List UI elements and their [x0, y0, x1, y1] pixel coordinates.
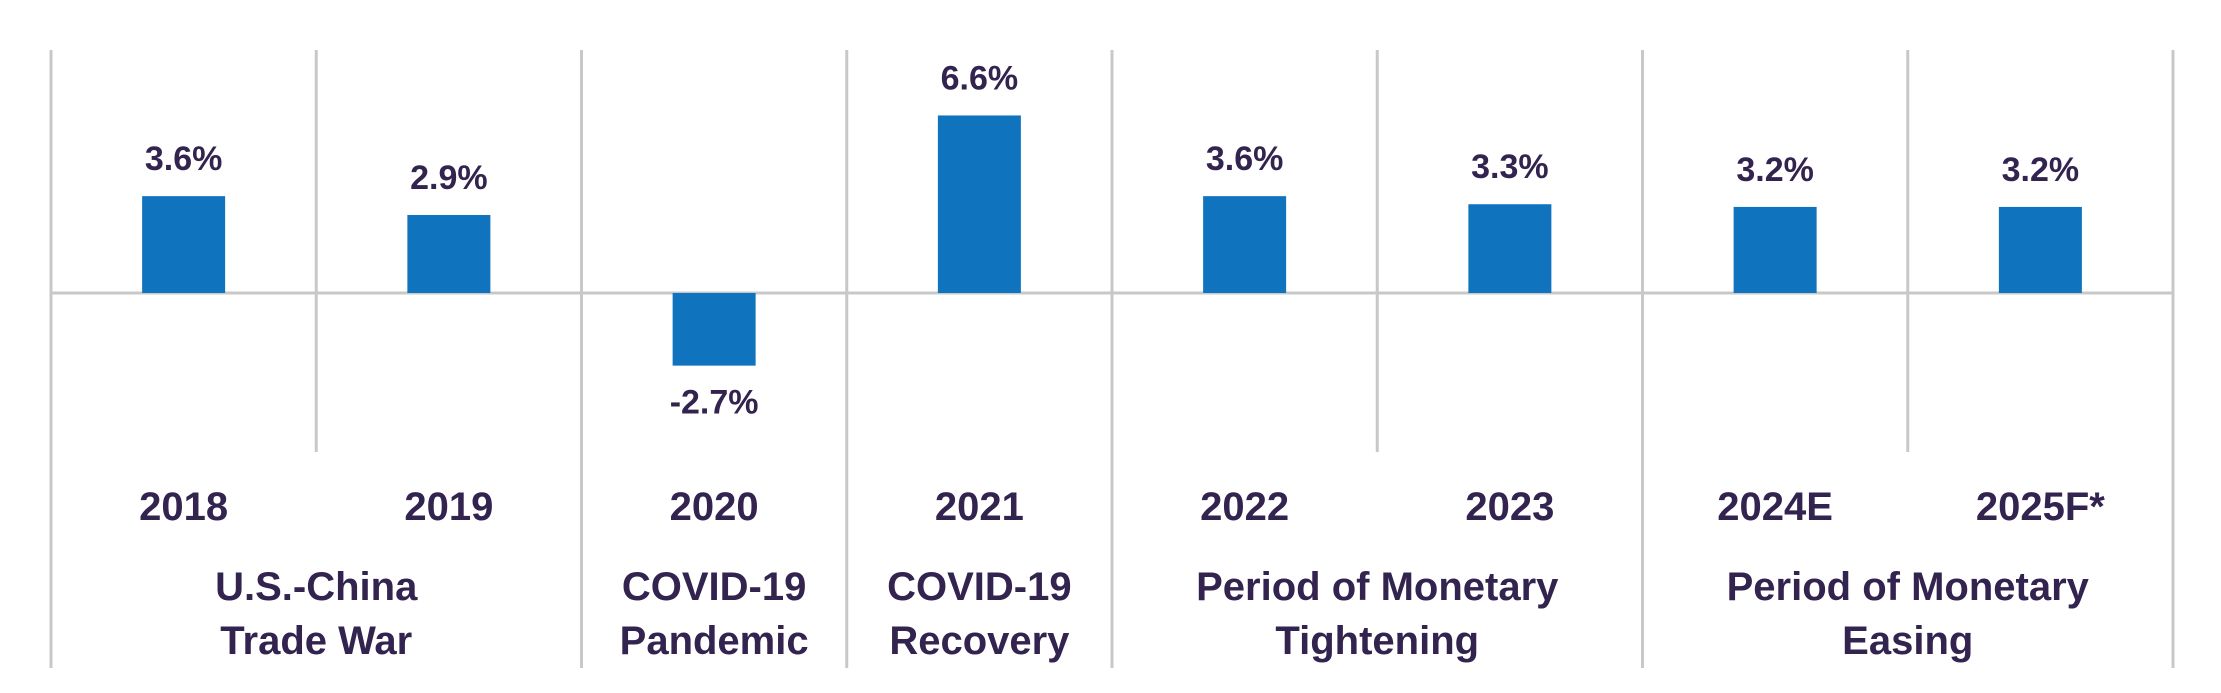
bar-2019 [407, 214, 491, 293]
value-label: 2.9% [410, 159, 488, 197]
category-labels: 2018 2019 2020 2021 2022 2023 2024E 2025F* [139, 485, 2105, 529]
group-label: Recovery [889, 619, 1070, 663]
category-label: 2019 [404, 485, 493, 529]
value-label: 3.2% [1736, 151, 1814, 189]
bar-2018 [142, 196, 226, 293]
bar-2024E [1733, 206, 1817, 293]
bars [142, 115, 2082, 366]
bar-2022 [1203, 196, 1287, 293]
grid-lines [49, 50, 2175, 668]
group-label: COVID-19 [887, 565, 1072, 609]
group-label: Period of Monetary [1727, 565, 2090, 609]
group-label: U.S.-China [215, 565, 418, 609]
value-label: 6.6% [941, 59, 1019, 97]
value-label: -2.7% [670, 384, 759, 422]
bar-2020 [672, 293, 756, 366]
category-label: 2021 [935, 485, 1024, 529]
bar-2023 [1468, 204, 1552, 293]
group-label: Easing [1842, 619, 1973, 663]
group-label: Tightening [1275, 619, 1479, 663]
value-label: 3.6% [1206, 140, 1284, 178]
category-label: 2024E [1717, 485, 1833, 529]
group-label: Trade War [220, 619, 412, 663]
category-label: 2025F* [1976, 485, 2105, 529]
value-label: 3.3% [1471, 148, 1549, 186]
group-label: Period of Monetary [1196, 565, 1559, 609]
group-label: Pandemic [620, 619, 809, 663]
category-label: 2022 [1200, 485, 1289, 529]
bar-2021 [937, 115, 1021, 294]
value-label: 3.6% [145, 140, 223, 178]
value-label: 3.2% [2002, 151, 2080, 189]
group-label: COVID-19 [622, 565, 807, 609]
category-label: 2020 [670, 485, 759, 529]
group-labels: U.S.-China Trade War COVID-19 Pandemic COVID… [215, 565, 2090, 663]
bar-2025F* [1998, 206, 2082, 293]
value-labels: 3.6% 2.9% -2.7% 6.6% 3.6% 3.3% 3.2% 3.2% [145, 59, 2079, 421]
category-label: 2018 [139, 485, 228, 529]
category-label: 2023 [1465, 485, 1554, 529]
